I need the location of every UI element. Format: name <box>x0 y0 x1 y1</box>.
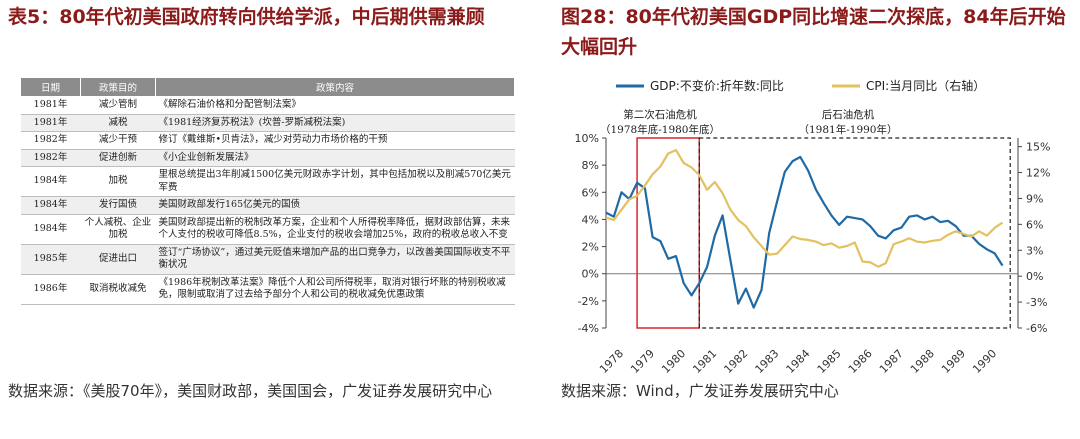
x-tick-label: 1989 <box>939 347 968 375</box>
x-tick-label: 1985 <box>815 347 844 375</box>
cell-goal: 促进出口 <box>80 244 156 275</box>
x-tick-label: 1979 <box>628 347 657 375</box>
cell-content: 《1981经济复苏税法》(坎普-罗斯减税法案) <box>155 114 515 132</box>
right-tick-label: 3% <box>1026 244 1043 257</box>
gdp-series-line <box>605 155 1004 309</box>
table-row: 1982年 减少干预 修订《戴维斯•贝肯法》，减少对劳动力市场价格的干预 <box>20 131 515 150</box>
right-y-axis: -6% -3% 0% 3% 6% 9% 12% 15% <box>1017 138 1050 335</box>
annotations: 第二次石油危机 （1978年底-1980年底） 后石油危机 （1981年-199… <box>600 108 898 136</box>
cell-year: 1984年 <box>20 214 81 245</box>
table-row: 1981年 减税 《1981经济复苏税法》(坎普-罗斯减税法案) <box>20 114 515 132</box>
x-tick-label: 1986 <box>846 347 875 375</box>
cell-content: 《解除石油价格和分配管制法案》 <box>155 96 515 115</box>
cell-goal: 减税 <box>80 114 156 132</box>
right-tick-label: 9% <box>1026 192 1043 205</box>
chart-legend: GDP:不变价:折年数:同比 CPI:当月同比（右轴） <box>616 78 985 93</box>
x-tick-label: 1980 <box>659 347 688 375</box>
annotation-label-oil-crisis-2: 第二次石油危机 <box>623 108 697 121</box>
table-row: 1986年 取消税收减免 《1986年税制改革法案》降低个人和公司所得税率，取消对银… <box>20 274 515 305</box>
table-row: 1985年 促进出口 签订“广场协议”，通过美元贬值来增加产品的出口竞争力，以改善美… <box>20 244 515 275</box>
cell-content: 里根总统提出3年削减1500亿美元财政赤字计划，其中包括加税以及削减570亿美元… <box>155 166 515 197</box>
right-tick-label: 12% <box>1026 167 1050 180</box>
table-row: 1984年 加税 里根总统提出3年削减1500亿美元财政赤字计划，其中包括加税以及削… <box>20 166 515 197</box>
chart-title: 图28：80年代初美国GDP同比增速二次探底，84年后开始大幅回升 <box>561 6 1066 58</box>
x-tick-label: 1984 <box>784 347 813 375</box>
series-layer <box>605 148 1004 309</box>
column-header-goal: 政策目的 <box>80 77 156 97</box>
cell-goal: 发行国债 <box>80 196 156 215</box>
post-oil-crisis-box <box>698 137 1011 329</box>
legend-label-gdp: GDP:不变价:折年数:同比 <box>650 78 784 93</box>
table-row: 1984年 个人减税、企业加税 美国财政部提出新的税制改革方案，企业和个人所得税率降… <box>20 214 515 245</box>
legend-label-cpi: CPI:当月同比（右轴） <box>866 78 985 93</box>
annotation-range-post-oil-crisis: （1981年-1990年） <box>799 123 898 136</box>
cpi-series-line <box>605 148 1004 268</box>
x-tick-label: 1987 <box>877 347 906 375</box>
left-y-axis: -4% -2% 0% 2% 4% 6% 8% 10% <box>575 132 607 335</box>
left-tick-label: 4% <box>582 213 599 226</box>
cell-year: 1984年 <box>20 196 81 215</box>
policy-table: 日期 政策目的 政策内容 1981年 减少管制 《解除石油价格和分配管制法案》 198… <box>20 77 515 305</box>
cell-goal: 减少干预 <box>80 131 156 150</box>
table-row: 1984年 发行国债 美国财政部发行165亿美元的国债 <box>20 196 515 215</box>
gdp-cpi-line-chart: GDP:不变价:折年数:同比 CPI:当月同比（右轴） 第二次石油危机 （197… <box>575 78 1051 375</box>
left-tick-label: 10% <box>575 132 599 145</box>
left-tick-label: -4% <box>578 322 599 335</box>
chart-source-note: 数据来源：Wind，广发证券发展研究中心 <box>561 382 839 400</box>
left-tick-label: -2% <box>578 295 599 308</box>
cell-year: 1981年 <box>20 96 81 115</box>
cell-goal: 促进创新 <box>80 149 156 167</box>
cell-goal: 加税 <box>80 166 156 197</box>
right-tick-label: 15% <box>1026 141 1050 154</box>
cell-year: 1985年 <box>20 244 81 275</box>
table-row: 1982年 促进创新 《小企业创新发展法》 <box>20 149 515 167</box>
cell-content: 修订《戴维斯•贝肯法》，减少对劳动力市场价格的干预 <box>155 131 515 150</box>
column-header-content: 政策内容 <box>155 77 515 97</box>
column-header-date: 日期 <box>20 77 81 97</box>
cell-content: 《1986年税制改革法案》降低个人和公司所得税率，取消对银行坏账的特别税收减免，… <box>155 274 515 305</box>
table-header-row: 日期 政策目的 政策内容 <box>20 77 515 97</box>
cell-year: 1982年 <box>20 131 81 150</box>
annotation-label-post-oil-crisis: 后石油危机 <box>822 108 875 121</box>
right-tick-label: 6% <box>1026 218 1043 231</box>
left-tick-label: 8% <box>582 159 599 172</box>
right-tick-label: 0% <box>1026 270 1043 283</box>
x-tick-label: 1981 <box>690 347 719 375</box>
cell-year: 1986年 <box>20 274 81 305</box>
cell-year: 1981年 <box>20 114 81 132</box>
cell-goal: 取消税收减免 <box>80 274 156 305</box>
left-tick-label: 2% <box>582 241 599 254</box>
right-tick-label: -3% <box>1026 296 1047 309</box>
x-tick-label: 1988 <box>908 347 937 375</box>
x-tick-label: 1990 <box>970 347 999 375</box>
cell-goal: 个人减税、企业加税 <box>80 214 156 245</box>
left-tick-label: 0% <box>582 268 599 281</box>
right-tick-label: -6% <box>1026 322 1047 335</box>
cell-content: 签订“广场协议”，通过美元贬值来增加产品的出口竞争力，以改善美国国际收支不平衡状… <box>155 244 515 275</box>
annotation-range-oil-crisis-2: （1978年底-1980年底） <box>600 123 720 136</box>
x-tick-label: 1978 <box>597 347 626 375</box>
cell-year: 1982年 <box>20 149 81 167</box>
cell-content: 美国财政部发行165亿美元的国债 <box>155 196 515 215</box>
cell-goal: 减少管制 <box>80 96 156 115</box>
x-tick-label: 1982 <box>721 347 750 375</box>
left-tick-label: 6% <box>582 186 599 199</box>
cell-content: 《小企业创新发展法》 <box>155 149 515 167</box>
x-tick-label: 1983 <box>753 347 782 375</box>
table-row: 1981年 减少管制 《解除石油价格和分配管制法案》 <box>20 96 515 115</box>
x-axis: 1978 1979 1980 1981 1982 1983 1984 1985 1986 1987… <box>597 347 999 375</box>
cell-year: 1984年 <box>20 166 81 197</box>
annotation-boxes <box>636 137 1011 329</box>
table-title: 表5：80年代初美国政府转向供给学派，中后期供需兼顾 <box>8 6 485 28</box>
table-source-note: 数据来源：《美股70年》，美国财政部，美国国会，广发证券发展研究中心 <box>8 382 493 400</box>
cell-content: 美国财政部提出新的税制改革方案，企业和个人所得税率降低，据财政部估算，未来个人支… <box>155 214 515 245</box>
